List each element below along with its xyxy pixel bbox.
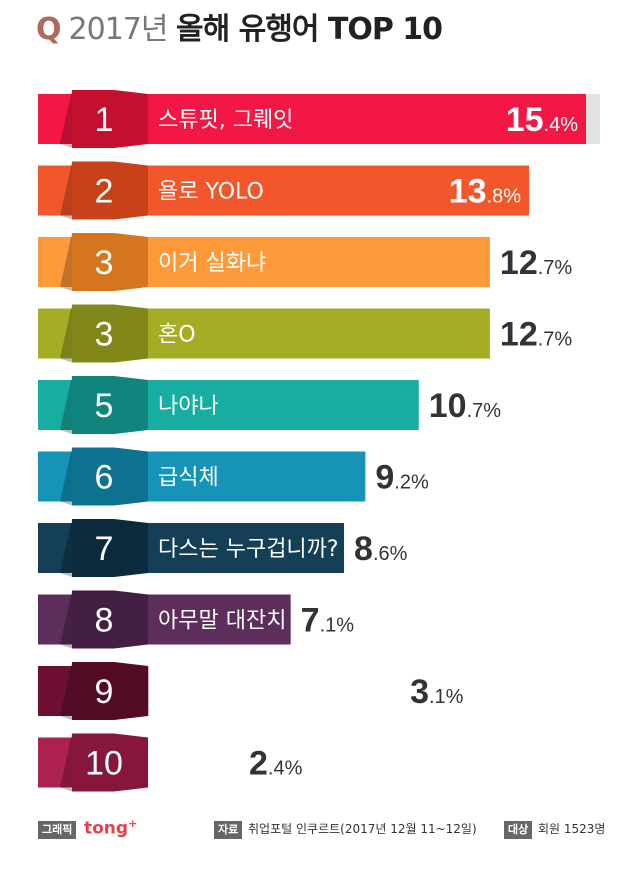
brand-logo: tong+ [84, 817, 137, 839]
value-decimal: .4% [268, 758, 303, 780]
q-mark: Q [36, 12, 61, 47]
value-label: 8.6% [354, 530, 408, 568]
value-integer: 10 [429, 387, 467, 425]
rank-number: 3 [95, 244, 114, 282]
rank-tab-fold [60, 376, 72, 434]
rank-tab-fold [60, 233, 72, 291]
value-decimal: .1% [320, 615, 355, 637]
bar-label: 이거 실화냐 [158, 251, 266, 276]
bar-label: 아무말 대잔치 [158, 609, 286, 634]
rank-tab [72, 519, 148, 577]
brand-plus: + [128, 817, 138, 830]
footer: 그래픽 tong+ 자료 취업포털 인쿠르트(2017년 12월 11~12일)… [0, 817, 640, 843]
rank-number: 9 [95, 673, 114, 711]
rank-tab-fold [60, 447, 72, 506]
rank-number: 3 [95, 316, 114, 354]
rank-tab [72, 90, 148, 148]
rank-number: 10 [85, 745, 123, 783]
rank-tab-fold [60, 662, 72, 720]
bar-label: 다스는 누구겁니까? [158, 537, 339, 562]
rank-tab [72, 662, 148, 720]
value-integer: 9 [375, 459, 394, 497]
value-decimal: .4% [544, 114, 579, 136]
bar-label: 혼O [158, 323, 196, 348]
value-integer: 12 [500, 244, 538, 282]
title-year: 2017년 [68, 12, 169, 47]
rank-tab-fold [60, 304, 72, 363]
bar-label: 욜로 YOLO [158, 180, 264, 205]
bar-label: 스튜핏, 그뤠잇 [158, 108, 293, 133]
rank-tab [72, 447, 148, 506]
rank-tab [72, 733, 148, 792]
rank-tab [72, 233, 148, 291]
value-label: 13.8% [449, 173, 522, 211]
value-integer: 7 [301, 602, 320, 640]
source-text: 취업포털 인쿠르트(2017년 12월 11~12일) [248, 822, 477, 836]
rank-number: 7 [95, 530, 114, 568]
graphic-badge: 그래픽 [38, 821, 77, 839]
target-badge: 대상 [504, 821, 533, 839]
value-integer: 3 [410, 673, 429, 711]
title-main: 올해 유행어 TOP 10 [176, 12, 443, 47]
rank-number: 1 [95, 101, 114, 139]
target-text: 회원 1523명 [538, 822, 606, 836]
rank-number: 6 [95, 459, 114, 497]
rank-number: 5 [95, 387, 114, 425]
rank-tab-fold [60, 590, 72, 649]
rank-tab-fold [60, 733, 72, 792]
value-integer: 13 [449, 173, 487, 211]
value-label: 12.7% [500, 244, 573, 282]
value-integer: 8 [354, 530, 373, 568]
value-integer: 15 [506, 101, 544, 139]
value-integer: 12 [500, 316, 538, 354]
rank-tab [72, 376, 148, 434]
rank-tab [72, 304, 148, 363]
value-label: 15.4% [506, 101, 579, 139]
rank-tab-fold [60, 90, 72, 148]
rank-tab [72, 590, 148, 649]
value-decimal: .8% [487, 186, 522, 208]
value-decimal: .7% [467, 400, 502, 422]
brand-text: tong [84, 818, 129, 839]
value-label: 9.2% [375, 459, 429, 497]
value-label: 7.1% [301, 602, 355, 640]
value-decimal: .1% [429, 686, 464, 708]
rank-tab-fold [60, 519, 72, 577]
value-label: 10.7% [429, 387, 502, 425]
value-decimal: .7% [538, 329, 573, 351]
bar-label: 급식체 [158, 466, 219, 491]
value-label: 2.4% [249, 745, 303, 783]
bar-chart: 1 스튜핏, 그뤠잇 15.4%2 욜로 YOLO 13.8%3 이거 실화냐 12.7%3… [38, 90, 600, 792]
source-badge: 자료 [214, 821, 243, 839]
value-label: 3.1% [410, 673, 464, 711]
value-decimal: .2% [394, 472, 429, 494]
value-decimal: .7% [538, 257, 573, 279]
bar-label: 야민정음 [158, 752, 239, 777]
rank-number: 2 [95, 173, 114, 211]
bar-label: 싸우고 시펑, 피나고 시펑? [158, 680, 400, 705]
bar-label: 나야나 [158, 394, 219, 419]
value-integer: 2 [249, 745, 268, 783]
rank-tab-fold [60, 161, 72, 220]
rank-tab [72, 161, 148, 220]
page-title: Q 2017년 올해 유행어 TOP 10 [36, 8, 443, 52]
value-label: 12.7% [500, 316, 573, 354]
rank-number: 8 [95, 602, 114, 640]
value-decimal: .6% [373, 543, 408, 565]
